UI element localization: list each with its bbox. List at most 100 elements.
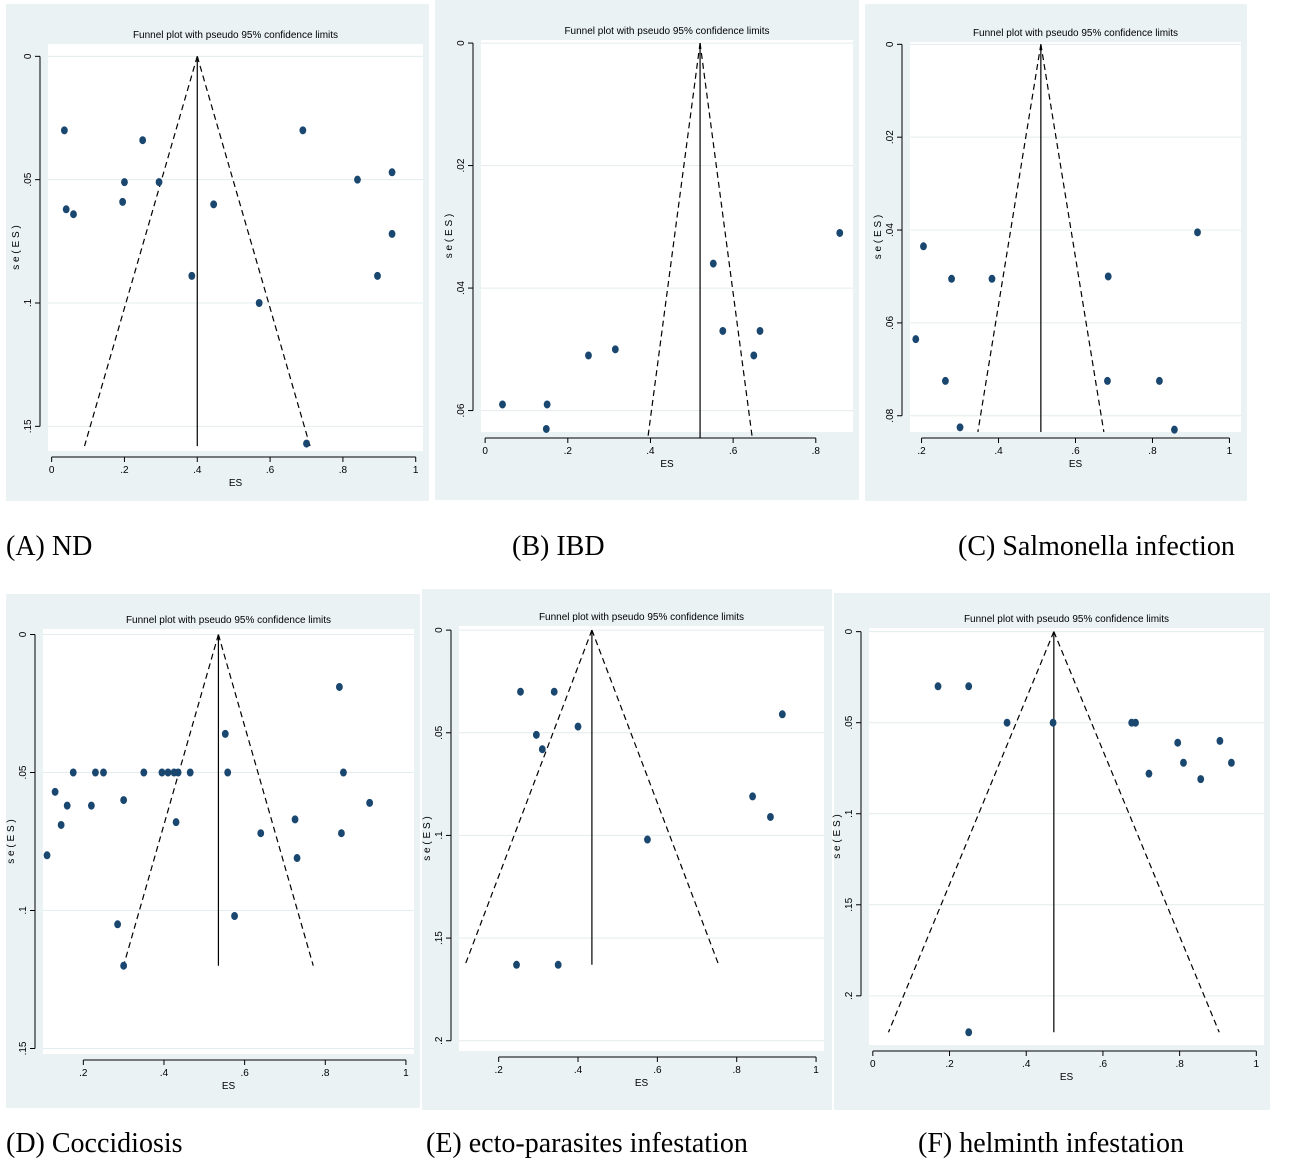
y-tick-label: 0: [434, 627, 445, 633]
x-tick-label: 1: [403, 1068, 409, 1079]
study-point: [778, 710, 786, 719]
y-tick-label: .05: [844, 715, 855, 729]
study-point: [538, 745, 546, 754]
plot-area: [869, 628, 1264, 1045]
study-point: [965, 1028, 973, 1037]
y-tick-label: .04: [456, 281, 467, 295]
y-tick-label: 0: [844, 628, 855, 634]
caption-a: (A) ND: [6, 531, 93, 562]
study-point: [1197, 775, 1205, 784]
study-point: [340, 768, 347, 777]
y-axis-label: s e ( E S ): [11, 225, 22, 269]
study-point: [374, 271, 381, 280]
x-tick-label: .6: [653, 1065, 662, 1076]
study-point: [1228, 758, 1235, 767]
plot-area: [48, 44, 423, 451]
y-tick-label: .2: [434, 1036, 445, 1045]
y-tick-label: .05: [434, 725, 445, 739]
upper-confidence-limit: [699, 42, 753, 439]
x-axis-label: ES: [1060, 1072, 1074, 1083]
study-point: [912, 335, 920, 344]
study-point: [942, 376, 949, 385]
x-tick-label: .8: [1175, 1059, 1184, 1070]
study-point: [1104, 272, 1112, 281]
study-point: [293, 854, 301, 863]
study-point: [709, 259, 717, 268]
x-tick-label: .8: [339, 465, 348, 476]
study-point: [120, 961, 128, 970]
study-point: [69, 768, 77, 777]
x-tick-label: .6: [729, 446, 738, 457]
study-point: [750, 351, 758, 360]
study-point: [513, 960, 520, 969]
study-point: [1216, 736, 1224, 745]
study-point: [1003, 718, 1011, 727]
study-point: [585, 351, 592, 360]
funnel-plot-d: Funnel plot with pseudo 95% confidence l…: [6, 615, 414, 1092]
x-tick-label: .4: [646, 446, 655, 457]
study-point: [231, 912, 238, 921]
y-axis-label: s e ( E S ): [422, 816, 433, 860]
upper-confidence-limit: [217, 634, 314, 966]
plot-title: Funnel plot with pseudo 95% confidence l…: [539, 612, 744, 623]
study-point: [1104, 376, 1111, 385]
study-point: [1174, 738, 1182, 747]
plot-area: [43, 629, 414, 1054]
study-point: [756, 326, 764, 335]
study-point: [388, 168, 396, 177]
x-tick-label: 1: [813, 1065, 819, 1076]
study-point: [574, 722, 582, 731]
y-tick-label: .05: [23, 172, 34, 186]
y-tick-label: .06: [456, 403, 467, 417]
y-tick-label: 0: [456, 40, 467, 46]
study-point: [532, 730, 540, 739]
x-tick-label: 0: [49, 465, 55, 476]
panel-e: Funnel plot with pseudo 95% confidence l…: [422, 589, 832, 1110]
panel-f: Funnel plot with pseudo 95% confidence l…: [832, 593, 1270, 1110]
y-tick-label: .08: [885, 408, 896, 422]
x-tick-label: .6: [1099, 1059, 1108, 1070]
study-point: [1180, 758, 1187, 767]
study-point: [186, 768, 194, 777]
study-point: [255, 299, 263, 307]
study-point: [934, 682, 942, 691]
lower-confidence-limit: [122, 634, 219, 966]
study-point: [155, 178, 163, 187]
plot-title: Funnel plot with pseudo 95% confidence l…: [964, 614, 1169, 625]
panel-c: Funnel plot with pseudo 95% confidence l…: [865, 4, 1247, 501]
y-tick-label: .02: [885, 130, 896, 144]
x-tick-label: .8: [733, 1065, 742, 1076]
study-point: [554, 960, 562, 969]
study-point: [920, 242, 927, 251]
plot-title: Funnel plot with pseudo 95% confidence l…: [126, 615, 331, 626]
x-tick-label: .2: [495, 1065, 504, 1076]
study-point: [291, 815, 299, 824]
study-point: [43, 851, 51, 860]
plot-title: Funnel plot with pseudo 95% confidence l…: [973, 28, 1178, 39]
study-point: [644, 835, 651, 844]
study-point: [303, 439, 310, 448]
study-point: [60, 126, 68, 135]
study-point: [719, 326, 727, 335]
study-point: [172, 818, 180, 827]
funnel-plot-f: Funnel plot with pseudo 95% confidence l…: [832, 614, 1264, 1083]
y-tick-label: .15: [18, 1041, 29, 1055]
x-tick-label: .2: [945, 1059, 954, 1070]
study-point: [63, 801, 71, 810]
y-tick-label: .1: [844, 809, 855, 818]
study-point: [836, 228, 844, 237]
y-axis-label: s e ( E S ): [873, 215, 884, 259]
y-tick-label: 0: [885, 41, 896, 47]
study-point: [1171, 425, 1178, 434]
y-tick-label: .15: [434, 931, 445, 945]
lower-confidence-limit: [977, 44, 1042, 433]
x-tick-label: .6: [1071, 446, 1080, 457]
plot-title: Funnel plot with pseudo 95% confidence l…: [564, 26, 769, 37]
lower-confidence-limit: [647, 42, 701, 439]
x-tick-label: .8: [1148, 446, 1157, 457]
study-point: [338, 829, 345, 838]
study-point: [767, 812, 774, 821]
study-point: [188, 271, 196, 280]
caption-c: (C) Salmonella infection: [958, 531, 1235, 562]
caption-d: (D) Coccidiosis: [6, 1128, 183, 1159]
